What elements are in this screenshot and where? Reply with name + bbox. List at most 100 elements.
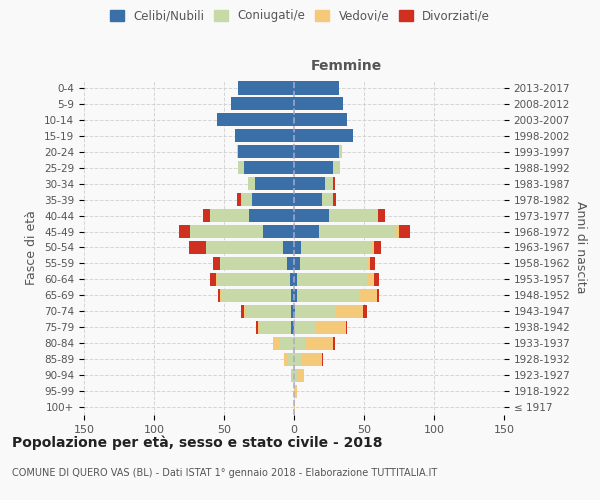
Bar (238, 161, 244, 174)
Bar (291, 289, 294, 302)
Bar (220, 289, 221, 302)
Bar (329, 209, 378, 222)
Bar (322, 193, 333, 206)
Bar (252, 193, 294, 206)
Bar (203, 209, 210, 222)
Bar (294, 320, 315, 334)
Bar (260, 320, 291, 334)
Bar (396, 225, 399, 238)
Bar (322, 352, 323, 366)
Bar (238, 82, 294, 94)
Bar (249, 209, 294, 222)
Bar (294, 400, 295, 413)
Bar (297, 368, 304, 382)
Bar (241, 193, 252, 206)
Bar (255, 177, 294, 190)
Bar (236, 193, 241, 206)
Bar (294, 145, 339, 158)
Bar (374, 241, 381, 254)
Bar (333, 161, 340, 174)
Bar (220, 257, 287, 270)
Bar (301, 241, 371, 254)
Bar (291, 320, 294, 334)
Bar (294, 82, 339, 94)
Bar (377, 289, 379, 302)
Bar (325, 177, 333, 190)
Bar (299, 257, 367, 270)
Bar (231, 98, 294, 110)
Y-axis label: Fasce di età: Fasce di età (25, 210, 38, 285)
Bar (294, 273, 297, 286)
Bar (280, 336, 294, 350)
Bar (333, 336, 335, 350)
Bar (378, 209, 385, 222)
Bar (333, 177, 335, 190)
Y-axis label: Anni di nascita: Anni di nascita (574, 201, 587, 294)
Bar (294, 177, 325, 190)
Bar (290, 273, 294, 286)
Bar (247, 305, 291, 318)
Bar (367, 273, 374, 286)
Bar (210, 209, 249, 222)
Bar (335, 305, 362, 318)
Text: Femmine: Femmine (311, 60, 382, 74)
Bar (273, 336, 280, 350)
Bar (333, 193, 336, 206)
Bar (235, 130, 294, 142)
Bar (236, 145, 238, 158)
Legend: Celibi/Nubili, Coniugati/e, Vedovi/e, Divorziati/e: Celibi/Nubili, Coniugati/e, Vedovi/e, Di… (106, 6, 494, 26)
Bar (217, 114, 294, 126)
Bar (294, 209, 329, 222)
Bar (294, 241, 301, 254)
Bar (294, 225, 319, 238)
Bar (283, 241, 294, 254)
Bar (241, 305, 244, 318)
Bar (217, 273, 290, 286)
Bar (297, 289, 360, 302)
Bar (244, 161, 294, 174)
Bar (287, 352, 294, 366)
Bar (213, 257, 220, 270)
Bar (294, 305, 295, 318)
Bar (294, 289, 297, 302)
Bar (294, 384, 297, 398)
Bar (294, 193, 322, 206)
Bar (238, 145, 294, 158)
Bar (374, 273, 379, 286)
Bar (257, 320, 260, 334)
Bar (244, 305, 247, 318)
Bar (360, 289, 377, 302)
Bar (297, 273, 367, 286)
Bar (179, 225, 190, 238)
Bar (315, 320, 346, 334)
Bar (294, 130, 353, 142)
Bar (370, 257, 375, 270)
Bar (305, 336, 333, 350)
Bar (294, 336, 305, 350)
Bar (367, 257, 370, 270)
Text: Popolazione per età, sesso e stato civile - 2018: Popolazione per età, sesso e stato civil… (12, 435, 383, 450)
Bar (291, 305, 294, 318)
Bar (190, 225, 263, 238)
Bar (301, 352, 322, 366)
Bar (215, 273, 217, 286)
Bar (291, 368, 294, 382)
Bar (294, 98, 343, 110)
Bar (189, 241, 206, 254)
Bar (210, 273, 215, 286)
Bar (284, 352, 287, 366)
Bar (295, 305, 335, 318)
Bar (294, 257, 299, 270)
Bar (346, 320, 347, 334)
Bar (294, 368, 297, 382)
Bar (319, 225, 396, 238)
Bar (287, 257, 294, 270)
Bar (263, 225, 294, 238)
Bar (339, 145, 341, 158)
Bar (256, 320, 257, 334)
Bar (294, 114, 347, 126)
Bar (206, 241, 283, 254)
Bar (221, 289, 291, 302)
Bar (294, 352, 301, 366)
Bar (294, 161, 333, 174)
